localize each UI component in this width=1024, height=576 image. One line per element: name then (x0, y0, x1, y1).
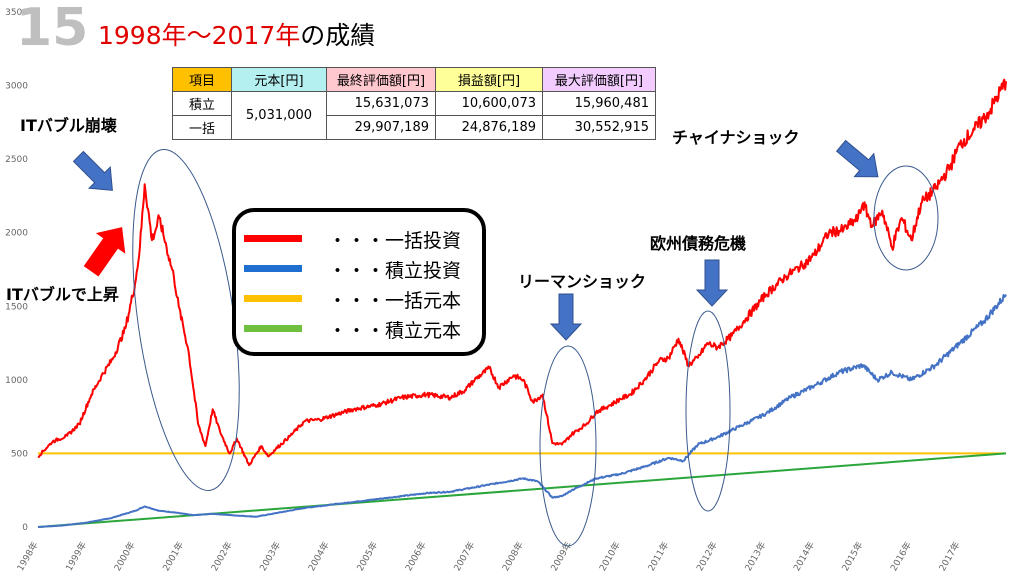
table-row: 積立 5,031,000 15,631,073 10,600,073 15,96… (172, 91, 656, 140)
final-value: 29,907,189 (326, 115, 436, 140)
final-value: 15,631,073 (326, 91, 436, 116)
legend-swatch-accum-principal (244, 325, 302, 332)
legend-item: ・・・積立元本 (244, 314, 484, 344)
legend-label: ・・・一括投資 (328, 230, 462, 252)
china-shock-ellipse (873, 165, 939, 271)
table-header-row: 項目 元本[円] 最終評価額[円] 損益額[円] 最大評価額[円] (172, 67, 656, 92)
x-tick-label: 2007年 (451, 540, 477, 574)
series-lines (37, 78, 1007, 528)
legend-item: ・・・一括投資 (244, 224, 484, 254)
legend-swatch-accumulation (244, 265, 302, 272)
legend-label: ・・・一括元本 (328, 290, 462, 312)
y-tick-label: 1000 (5, 376, 28, 386)
lehman-arrow-icon (549, 293, 583, 341)
row-label: 積立 (172, 91, 232, 116)
legend-swatch-lump-principal (244, 295, 302, 302)
max-value: 15,960,481 (542, 91, 656, 116)
profit-value: 24,876,189 (435, 115, 543, 140)
x-tick-label: 1998年 (14, 540, 40, 574)
lehman-ellipse (539, 345, 597, 547)
y-tick-label: 3000 (5, 82, 28, 92)
header-final-value: 最終評価額[円] (326, 67, 436, 92)
x-tick-label: 2011年 (645, 540, 671, 574)
x-tick-label: 2001年 (160, 540, 186, 574)
title-suffix: の成績 (300, 21, 376, 50)
annotation-china-shock: チャイナショック (672, 128, 800, 147)
x-tick-label: 2014年 (791, 540, 817, 574)
x-tick-label: 2010年 (597, 540, 623, 574)
x-tick-label: 2005年 (354, 540, 380, 574)
x-tick-label: 2004年 (305, 540, 331, 574)
legend: ・・・一括投資 ・・・積立投資 ・・・一括元本 ・・・積立元本 (232, 208, 486, 356)
title-period: 1998年～2017年 (98, 21, 301, 50)
legend-label: ・・・積立投資 (328, 260, 462, 282)
x-axis: 1998年 1999年 2000年 2001年 2002年 2003年 2004年 2005年… (14, 540, 962, 574)
max-value: 30,552,915 (542, 115, 656, 140)
header-item: 項目 (172, 67, 232, 92)
y-axis: 0 500 1000 1500 2000 2500 3000 3500 (5, 8, 28, 533)
it-rise-arrow-icon (83, 227, 126, 277)
euro-crisis-arrow-icon (695, 259, 729, 307)
annotation-lehman: リーマンショック (518, 272, 647, 291)
page-title: 1998年～2017年の成績 (98, 16, 375, 52)
annotation-it-collapse: ITバブル崩壊 (20, 116, 117, 135)
header-profit: 損益額[円] (435, 67, 543, 92)
legend-item: ・・・積立投資 (244, 254, 484, 284)
x-tick-label: 2002年 (208, 540, 234, 574)
x-tick-label: 1999年 (63, 540, 89, 574)
header-principal: 元本[円] (231, 67, 327, 92)
x-tick-label: 2000年 (111, 540, 137, 574)
euro-crisis-ellipse (685, 310, 731, 512)
x-tick-label: 2006年 (402, 540, 428, 574)
y-tick-label: 2000 (5, 229, 28, 239)
page-number: 15 (16, 0, 89, 58)
x-tick-label: 2016年 (888, 540, 914, 574)
y-tick-label: 3500 (5, 8, 28, 18)
y-tick-label: 0 (22, 523, 28, 533)
it-collapse-arrow-icon (72, 150, 113, 191)
series-line-0 (37, 78, 1007, 467)
china-shock-arrow-icon (835, 139, 879, 178)
y-tick-label: 2500 (5, 155, 28, 165)
x-tick-label: 2012年 (694, 540, 720, 574)
row-label: 一括 (172, 115, 232, 140)
annotation-shapes (72, 139, 939, 547)
x-tick-label: 2017年 (936, 540, 962, 574)
x-tick-label: 2003年 (257, 540, 283, 574)
x-tick-label: 2013年 (742, 540, 768, 574)
annotation-euro-crisis: 欧州債務危機 (650, 234, 747, 253)
legend-label: ・・・積立元本 (328, 320, 462, 342)
y-tick-label: 500 (11, 449, 28, 459)
profit-value: 10,600,073 (435, 91, 543, 116)
x-tick-label: 2009年 (548, 540, 574, 574)
series-line-1 (37, 294, 1007, 528)
series-line-3 (37, 452, 1007, 528)
summary-table: 項目 元本[円] 最終評価額[円] 損益額[円] 最大評価額[円] 積立 5,0… (172, 67, 656, 140)
x-tick-label: 2015年 (839, 540, 865, 574)
principal-value: 5,031,000 (231, 91, 327, 140)
header-max-value: 最大評価額[円] (542, 67, 656, 92)
x-tick-label: 2008年 (499, 540, 525, 574)
legend-item: ・・・一括元本 (244, 284, 484, 314)
annotation-it-rise: ITバブルで上昇 (6, 285, 119, 304)
y-tick-label: 1500 (5, 302, 28, 312)
table-row: 一括 29,907,189 24,876,189 30,552,915 (172, 115, 656, 140)
legend-swatch-lump-sum (244, 235, 302, 242)
